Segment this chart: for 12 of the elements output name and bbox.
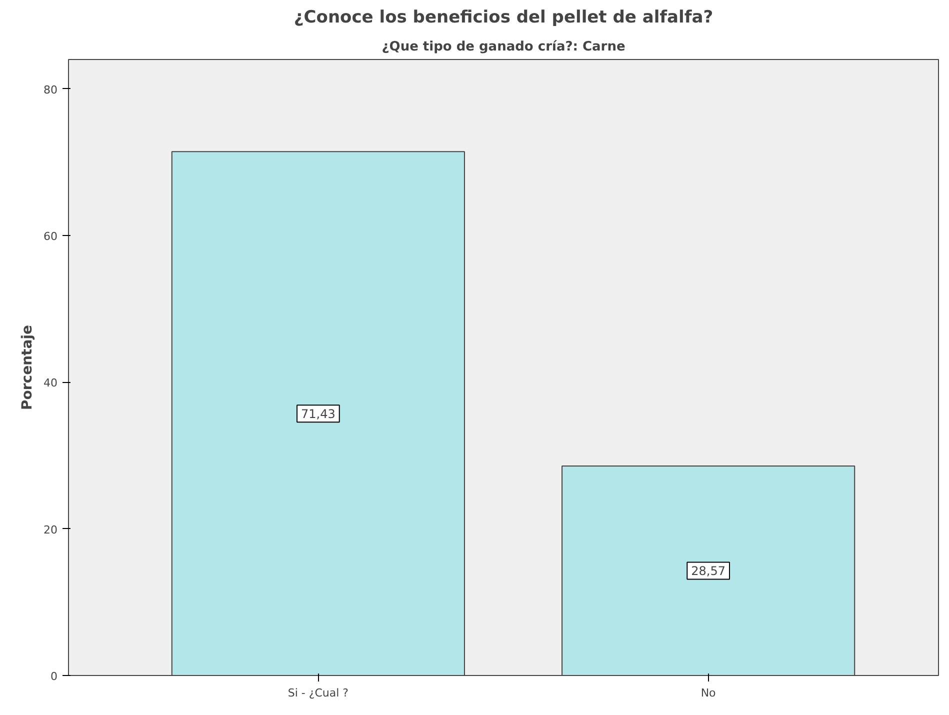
y-tick-label: 60: [44, 230, 58, 243]
chart-title: ¿Conoce los beneficios del pellet de alfalfa?: [294, 8, 714, 28]
y-tick-label: 0: [50, 670, 58, 683]
x-tick-label: Si - ¿Cual ?: [288, 686, 349, 700]
data-label: 71,43: [301, 407, 336, 422]
y-tick-label: 80: [44, 83, 58, 96]
y-tick-label: 20: [44, 523, 58, 536]
x-tick-label: No: [700, 686, 716, 700]
y-tick-label: 40: [44, 376, 58, 390]
y-axis-title: Porcentaje: [20, 325, 36, 410]
chart-subtitle: ¿Que tipo de ganado cría?: Carne: [382, 40, 626, 54]
data-label: 28,57: [691, 564, 726, 578]
